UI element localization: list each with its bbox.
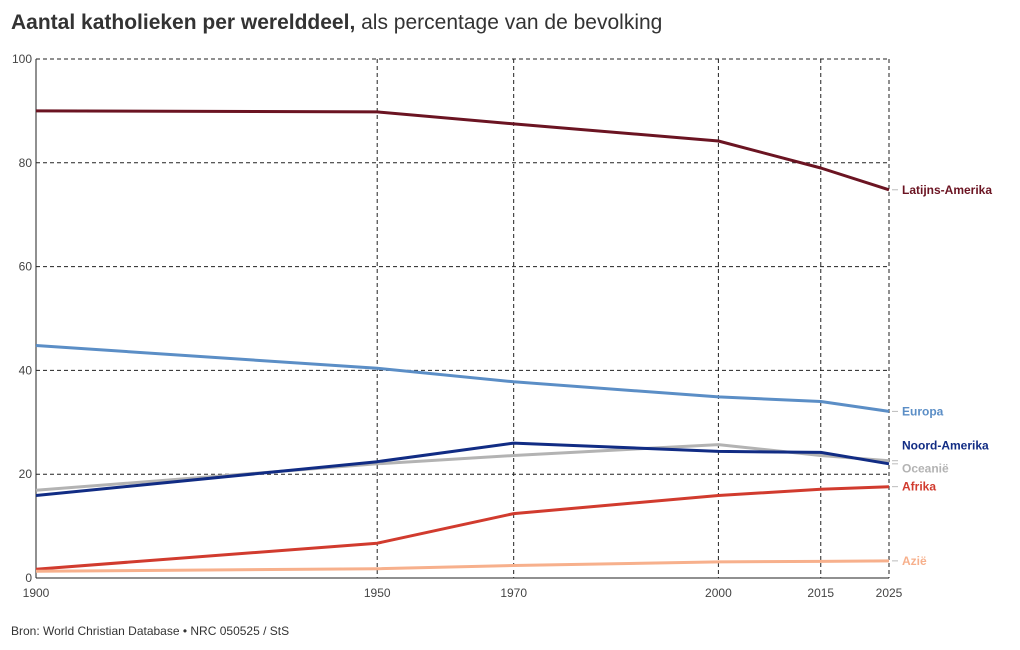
series-label-afrika: Afrika [902,480,936,494]
series-line-noord-amerika [35,441,890,497]
series-line-latijns-amerika [35,109,890,192]
series-line-azi [35,559,890,573]
source-note: Bron: World Christian Database • NRC 050… [11,624,290,638]
series-label-azi: Azië [902,554,927,568]
series-label-europa: Europa [902,404,944,418]
series-labels: Latijns-Amerika Europa Oceanië Noord-Amerik… [892,183,992,568]
y-tick-label: 100 [12,52,32,66]
x-tick-label: 1970 [500,586,527,600]
y-tick-label: 80 [19,156,33,170]
y-tick-label: 0 [25,571,32,585]
series-line-europa [35,344,890,413]
chart-axes: 0 20 40 60 80 100 1900 1950 1970 2000 2015 2025 [12,52,903,600]
series-line-afrika [35,485,890,571]
x-tick-label: 1900 [23,586,50,600]
x-tick-label: 2015 [807,586,834,600]
y-tick-label: 40 [19,363,33,377]
x-tick-label: 2025 [876,586,903,600]
series-label-latijns-amerika: Latijns-Amerika [902,183,992,197]
chart-series [35,109,890,573]
chart-title: Aantal katholieken per werelddeel, als p… [11,11,662,35]
x-tick-label: 2000 [705,586,732,600]
series-label-noord-amerika: Noord-Amerika [902,439,989,453]
chart-title-bold: Aantal katholieken per werelddeel, [11,11,356,34]
y-tick-label: 20 [19,467,33,481]
chart-title-subtitle: als percentage van de bevolking [355,11,663,34]
chart-grid [36,58,890,578]
y-tick-label: 60 [19,260,33,274]
x-tick-label: 1950 [364,586,391,600]
series-label-oceani: Oceanië [902,461,949,475]
